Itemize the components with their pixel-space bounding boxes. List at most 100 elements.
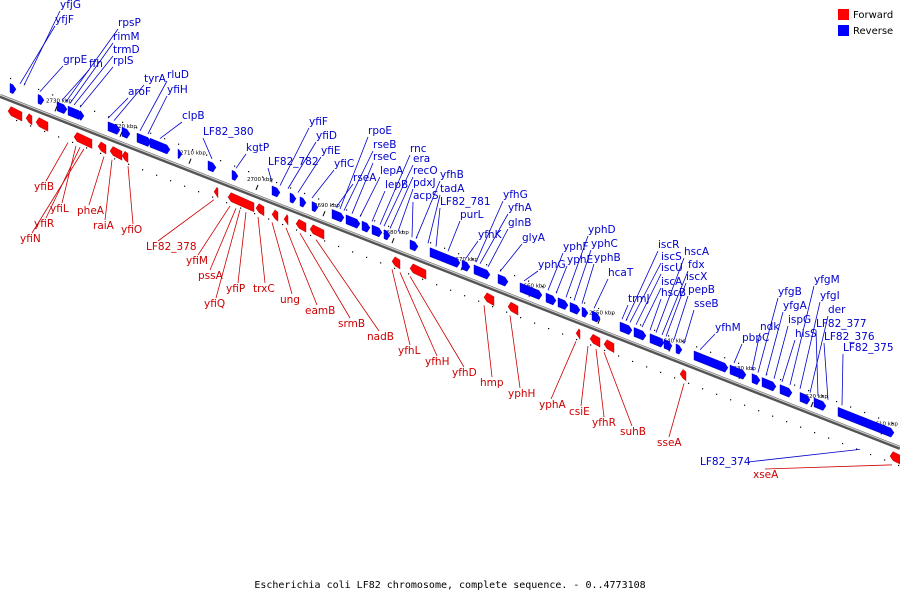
gene-label-yfif: yfiF bbox=[309, 116, 328, 128]
reverse-gene-block bbox=[581, 306, 589, 318]
leader-line bbox=[61, 145, 77, 204]
leader-line bbox=[88, 156, 105, 206]
scale-dot bbox=[506, 311, 508, 313]
gene-label-yfhl: yfhL bbox=[398, 345, 421, 357]
gene-label-ffh: ffh bbox=[89, 58, 103, 70]
scale-tick-label: 2630 kbp bbox=[730, 366, 756, 372]
reverse-gene-block bbox=[79, 110, 85, 121]
scale-dot bbox=[884, 459, 886, 461]
leader-line bbox=[215, 209, 241, 299]
reverse-gene-block bbox=[409, 239, 419, 252]
scale-dot bbox=[898, 464, 900, 467]
scale-dot bbox=[122, 121, 124, 123]
scale-dot bbox=[346, 209, 348, 211]
leader-line bbox=[73, 55, 114, 106]
leader-line bbox=[815, 329, 819, 396]
reverse-gene-block bbox=[177, 148, 183, 159]
gene-label-yfil: yfiL bbox=[50, 203, 69, 215]
forward-gene-block bbox=[391, 256, 401, 270]
scale-dot bbox=[318, 198, 320, 200]
reverse-gene-block bbox=[371, 224, 383, 238]
leader-line bbox=[764, 464, 893, 470]
leader-line bbox=[595, 349, 605, 418]
leader-line bbox=[351, 162, 374, 214]
scale-dot bbox=[254, 212, 256, 215]
gene-label-rnc: rnc bbox=[410, 143, 427, 155]
scale-dot bbox=[450, 289, 452, 291]
gene-label-trmj: trmJ bbox=[628, 293, 650, 305]
forward-gene-block bbox=[603, 339, 615, 353]
gene-label-sseb: sseB bbox=[694, 298, 719, 310]
forward-gene-block bbox=[35, 117, 49, 132]
gene-label-yfir: yfiR bbox=[34, 218, 54, 230]
gene-label-yfgi: yfgI bbox=[820, 290, 840, 302]
gene-label-glnb: glnB bbox=[508, 217, 531, 229]
scale-dot bbox=[828, 437, 830, 439]
scale-dot bbox=[380, 262, 382, 264]
leader-line bbox=[415, 180, 441, 239]
gene-label-acps: acpS bbox=[413, 190, 439, 202]
gene-label-nadb: nadB bbox=[367, 331, 394, 343]
leader-line bbox=[809, 315, 829, 393]
label-leaders bbox=[19, 10, 893, 470]
leader-line bbox=[580, 345, 589, 407]
legend-label-reverse: Reverse bbox=[853, 26, 893, 37]
reverse-gene-block bbox=[519, 282, 543, 300]
reverse-gene-block bbox=[429, 247, 461, 268]
gene-label-yfih: yfiH bbox=[167, 84, 188, 96]
scale-dot bbox=[212, 196, 214, 198]
gene-label-rpsp: rpsP bbox=[118, 17, 141, 29]
scale-dot bbox=[248, 170, 250, 173]
scale-dot bbox=[808, 390, 810, 392]
forward-gene-block bbox=[575, 328, 581, 341]
leader-line bbox=[202, 137, 213, 160]
leader-line bbox=[127, 166, 134, 225]
leader-line bbox=[621, 304, 629, 320]
leader-line bbox=[655, 257, 685, 333]
leader-line bbox=[159, 121, 183, 139]
gene-label-isca: iscA bbox=[661, 276, 683, 288]
reverse-gene-block bbox=[761, 377, 777, 392]
scale-dot bbox=[394, 267, 396, 269]
leader-line bbox=[383, 164, 414, 227]
scale-dot bbox=[744, 404, 746, 406]
scale-tick-label: 2720 kbp bbox=[111, 124, 137, 130]
leader-line bbox=[209, 208, 237, 271]
scale-dot bbox=[30, 125, 32, 127]
leader-line bbox=[45, 142, 69, 182]
scale-dot bbox=[44, 130, 46, 133]
gene-label-arof: aroF bbox=[128, 86, 151, 98]
leader-line bbox=[550, 341, 577, 400]
scale-tick-label: 2660 kbp bbox=[520, 284, 546, 290]
gene-label-csie: csiE bbox=[569, 406, 590, 418]
gene-label-clpb: clpB bbox=[182, 110, 205, 122]
scale-dot bbox=[108, 116, 110, 118]
reverse-gene-block bbox=[121, 126, 131, 139]
scale-dot bbox=[562, 333, 564, 335]
leader-line bbox=[487, 228, 509, 268]
reverse-gene-block bbox=[56, 101, 68, 114]
reverse-gene-block bbox=[633, 327, 647, 341]
scale-tick-label: 2700 kbp bbox=[247, 177, 273, 183]
leader-line bbox=[751, 332, 761, 371]
leader-line bbox=[581, 263, 595, 304]
scale-dot bbox=[472, 258, 474, 260]
reverse-gene-block bbox=[289, 192, 297, 204]
gene-label-ung: ung bbox=[280, 294, 300, 306]
scale-dot bbox=[52, 94, 54, 96]
scale-dot bbox=[86, 147, 88, 149]
scale-dot bbox=[142, 169, 144, 171]
scale-dot bbox=[528, 280, 530, 282]
scale-dot bbox=[234, 165, 236, 167]
scale-tick-label: 2730 kbp bbox=[46, 98, 72, 104]
scale-dot bbox=[268, 218, 270, 220]
scale-dot bbox=[492, 306, 494, 308]
scale-dot bbox=[682, 340, 684, 342]
scale-dot bbox=[604, 349, 606, 352]
scale-dot bbox=[584, 302, 586, 304]
gene-label-kgtp: kgtP bbox=[246, 142, 269, 154]
leader-line bbox=[235, 153, 247, 169]
gene-label-lf82-782: LF82_782 bbox=[268, 156, 319, 168]
leader-line bbox=[823, 342, 829, 400]
